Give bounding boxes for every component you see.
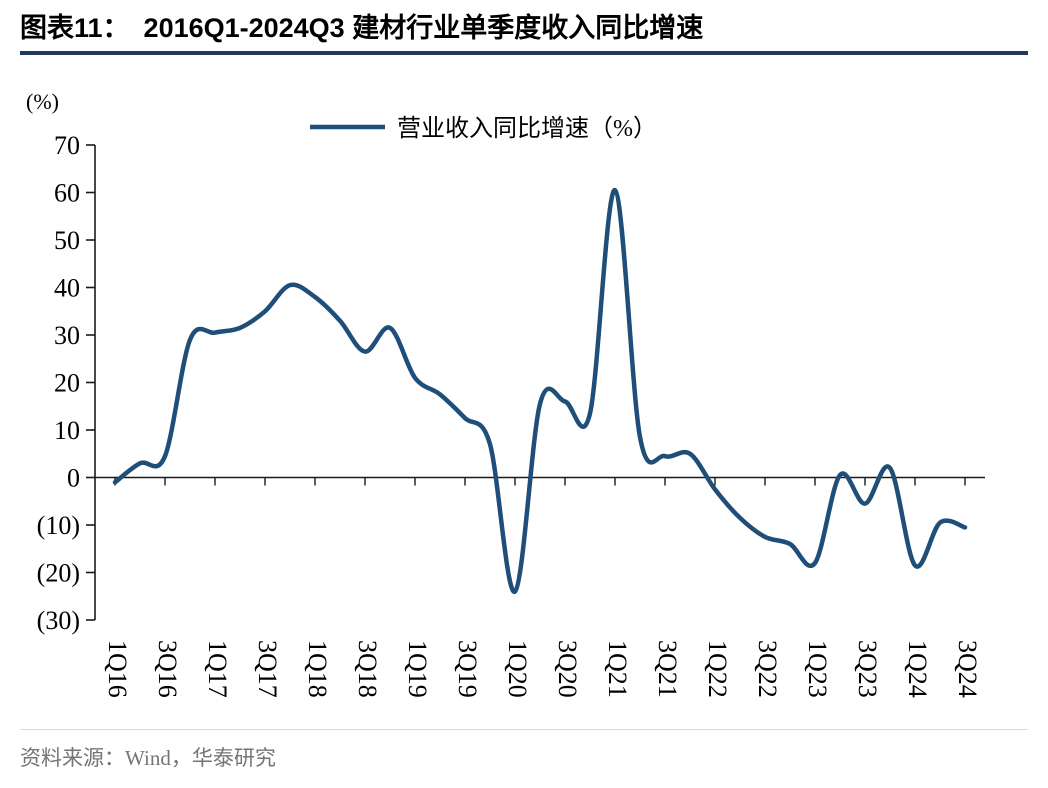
y-tick-label: (20): [37, 559, 80, 588]
x-tick-label: 1Q23: [803, 640, 832, 698]
y-tick-label: (30): [37, 606, 80, 635]
line-chart: (%) 营业收入同比增速（%） 70 60 50 40 30 20 10 0 (10) (20) (30…: [26, 89, 985, 698]
legend-label: 营业收入同比增速（%）: [397, 115, 657, 142]
x-tick-label: 3Q16: [153, 640, 182, 698]
y-tick-label: 30: [54, 321, 80, 350]
x-tick-label: 3Q18: [353, 640, 382, 698]
x-tick-label: 3Q24: [953, 640, 982, 698]
x-tick-label: 1Q17: [203, 640, 232, 698]
x-tick-label: 3Q23: [853, 640, 882, 698]
x-tick-label: 1Q20: [503, 640, 532, 698]
x-tick-label: 3Q20: [553, 640, 582, 698]
y-axis-unit-label: (%): [26, 89, 59, 114]
x-tick-label: 1Q19: [403, 640, 432, 698]
source-note: 资料来源：Wind，华泰研究: [20, 729, 1028, 772]
y-tick-label: 0: [67, 464, 80, 493]
y-tick-label: 40: [54, 274, 80, 303]
source-text: 资料来源：Wind，华泰研究: [20, 746, 276, 771]
title-divider: [20, 51, 1028, 56]
x-tick-label: 1Q16: [103, 640, 132, 698]
revenue-growth-line: [112, 188, 968, 595]
figure-title-row: 图表11： 2016Q1-2024Q3 建材行业单季度收入同比增速: [20, 0, 1028, 44]
y-tick-label: 10: [54, 416, 80, 445]
x-tick-label: 1Q18: [303, 640, 332, 698]
x-tick-label: 3Q17: [253, 640, 282, 698]
x-tick-label: 3Q22: [753, 640, 782, 698]
x-tick-label: 1Q24: [903, 640, 932, 698]
y-tick-label: 70: [54, 131, 80, 160]
y-tick-label: (10): [37, 511, 80, 540]
x-tick-label: 1Q21: [603, 640, 632, 698]
x-tick-label: 3Q19: [453, 640, 482, 698]
report-figure: 图表11： 2016Q1-2024Q3 建材行业单季度收入同比增速 (%) 营业收入…: [20, 0, 1028, 772]
figure-title: 2016Q1-2024Q3 建材行业单季度收入同比增速: [143, 13, 704, 43]
figure-label: 图表11：: [20, 13, 130, 43]
chart-area: (%) 营业收入同比增速（%） 70 60 50 40 30 20 10 0 (10) (20) (30…: [20, 55, 1028, 723]
y-tick-label: 20: [54, 369, 80, 398]
y-tick-label: 50: [54, 226, 80, 255]
x-tick-label: 1Q22: [703, 640, 732, 698]
x-tick-label: 3Q21: [653, 640, 682, 698]
y-tick-label: 60: [54, 179, 80, 208]
